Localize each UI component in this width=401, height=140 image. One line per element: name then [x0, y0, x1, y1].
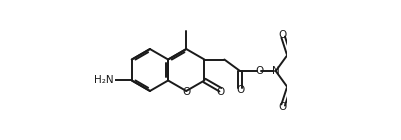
Text: O: O — [182, 87, 190, 96]
Text: O: O — [277, 30, 286, 40]
Text: O: O — [235, 85, 243, 95]
Text: O: O — [216, 87, 224, 97]
Text: H₂N: H₂N — [94, 75, 113, 86]
Text: O: O — [255, 66, 263, 76]
Text: N: N — [271, 66, 279, 76]
Text: O: O — [277, 102, 286, 112]
